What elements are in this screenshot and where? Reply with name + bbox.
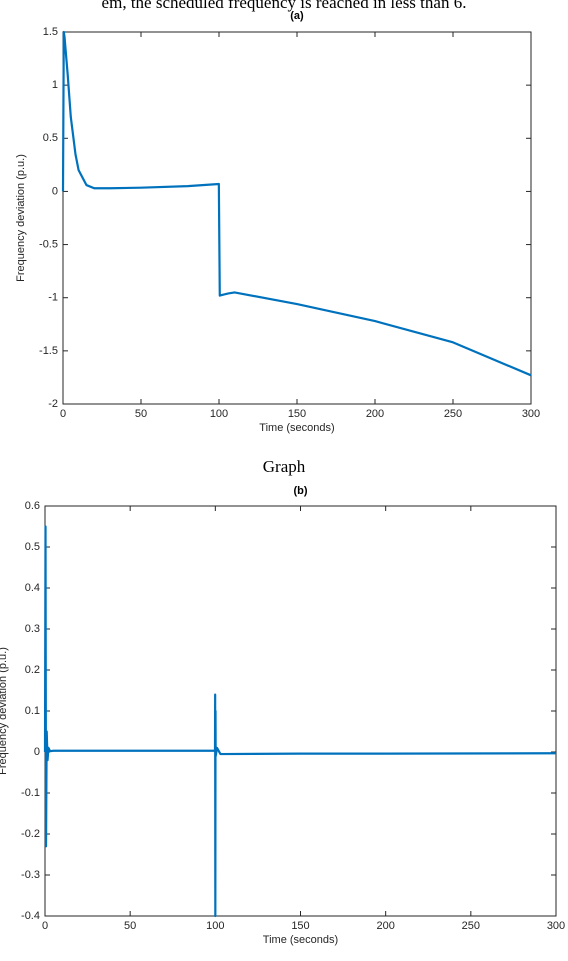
x-tick-label: 100 <box>206 920 224 932</box>
x-tick-label: 150 <box>291 920 309 932</box>
caption: Graph <box>263 457 306 476</box>
x-tick-label: 100 <box>210 408 228 420</box>
y-tick-label: -1 <box>48 292 58 304</box>
data-line <box>45 527 556 917</box>
y-tick-label: -0.5 <box>39 238 58 250</box>
y-tick-label: 0.1 <box>25 705 40 717</box>
x-tick-label: 0 <box>42 920 48 932</box>
x-axis-label: Time (seconds) <box>263 934 338 946</box>
data-line <box>63 32 531 375</box>
y-tick-label: 0 <box>52 185 58 197</box>
y-tick-label: -0.1 <box>21 787 40 799</box>
chart-title: (a) <box>290 10 304 22</box>
y-tick-label: -1.5 <box>39 345 58 357</box>
y-axis-label: Frequency deviation (p.u.) <box>15 154 27 282</box>
x-tick-label: 200 <box>376 920 394 932</box>
x-axis-label: Time (seconds) <box>259 422 334 434</box>
x-tick-label: 250 <box>444 408 462 420</box>
page: {"text_top": "em, the scheduled frequenc… <box>0 0 568 961</box>
x-tick-label: 150 <box>288 408 306 420</box>
plot-area <box>63 32 531 404</box>
y-tick-label: -0.2 <box>21 828 40 840</box>
y-tick-label: 0.2 <box>25 664 40 676</box>
y-tick-label: 0.3 <box>25 623 40 635</box>
y-tick-label: 0.5 <box>43 132 58 144</box>
y-tick-label: 0.4 <box>25 582 40 594</box>
y-tick-label: 0.6 <box>25 500 40 512</box>
y-tick-label: 1.5 <box>43 26 58 38</box>
x-tick-label: 300 <box>547 920 565 932</box>
y-tick-label: 1 <box>52 79 58 91</box>
x-tick-label: 50 <box>135 408 147 420</box>
y-tick-label: -0.4 <box>21 910 40 922</box>
x-tick-label: 250 <box>462 920 480 932</box>
body-text: em, the scheduled frequency is reached i… <box>102 0 467 12</box>
x-tick-label: 300 <box>522 408 540 420</box>
y-axis-label: Frequency deviation (p.u.) <box>0 647 9 775</box>
y-tick-label: 0 <box>34 746 40 758</box>
x-tick-label: 50 <box>124 920 136 932</box>
plot-area <box>45 506 556 916</box>
x-tick-label: 200 <box>366 408 384 420</box>
document: em, the scheduled frequency is reached i… <box>0 0 568 961</box>
y-tick-label: -0.3 <box>21 869 40 881</box>
y-tick-label: -2 <box>48 398 58 410</box>
x-tick-label: 0 <box>60 408 66 420</box>
y-tick-label: 0.5 <box>25 541 40 553</box>
chart-title: (b) <box>293 485 307 497</box>
